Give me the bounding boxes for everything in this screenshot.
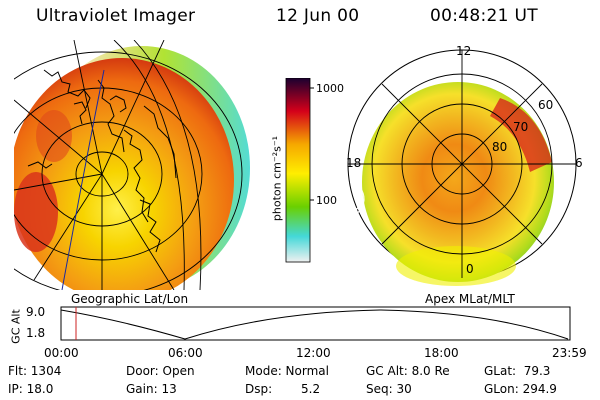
dsp-label: Dsp: <box>245 382 273 396</box>
altitude-ylabel: GC Alt <box>9 309 23 344</box>
altitude-ytick-bottom: 1.8 <box>26 326 46 340</box>
time-tick-0: 00:00 <box>44 346 79 360</box>
geographic-image <box>14 40 250 290</box>
colorbar-tick-1000: 1000 <box>316 82 344 95</box>
time-label: 00:48:21 UT <box>430 6 538 26</box>
mlat-80-label: 80 <box>492 140 508 154</box>
gain-value: Gain: 13 <box>126 382 177 396</box>
instrument-title: Ultraviolet Imager <box>36 6 196 26</box>
mlt-6-label: 6 <box>575 156 583 170</box>
geographic-longitude: GLon: 294.9 <box>484 382 557 396</box>
geographic-caption: Geographic Lat/Lon <box>71 292 189 306</box>
time-tick-3: 18:00 <box>424 346 459 360</box>
altitude-curve <box>60 309 569 340</box>
geographic-latitude: GLat: 79.3 <box>484 364 551 378</box>
mlt-0-label: 0 <box>466 262 474 276</box>
door-status: Door: Open <box>126 364 195 378</box>
flight-number: Flt: 1304 <box>8 364 62 378</box>
colorbar <box>285 78 314 263</box>
altitude-plot <box>60 306 571 341</box>
mode-value: Mode: Normal <box>245 364 329 378</box>
mlt-18-label: 18 <box>346 156 362 170</box>
altitude-ytick-top: 9.0 <box>26 305 46 319</box>
colorbar-unit-label: photon cm⁻²s⁻¹ <box>270 135 284 222</box>
apex-polar-image <box>347 49 577 286</box>
dsp-value: 5.2 <box>301 382 321 396</box>
apex-caption: Apex MLat/MLT <box>425 292 515 306</box>
time-tick-1: 06:00 <box>168 346 203 360</box>
time-tick-2: 12:00 <box>296 346 331 360</box>
date-label: 12 Jun 00 <box>276 6 360 26</box>
sequence-number: Seq: 30 <box>366 382 412 396</box>
time-tick-4: 23:59 <box>552 346 587 360</box>
ip-value: IP: 18.0 <box>8 382 54 396</box>
mlt-12-label: 12 <box>456 44 472 58</box>
colorbar-gradient <box>285 78 311 263</box>
mlat-70-label: 70 <box>513 120 529 134</box>
colorbar-tick-100: 100 <box>316 194 337 207</box>
gc-altitude: GC Alt: 8.0 Re <box>366 364 450 378</box>
mlat-60-label: 60 <box>538 98 554 112</box>
